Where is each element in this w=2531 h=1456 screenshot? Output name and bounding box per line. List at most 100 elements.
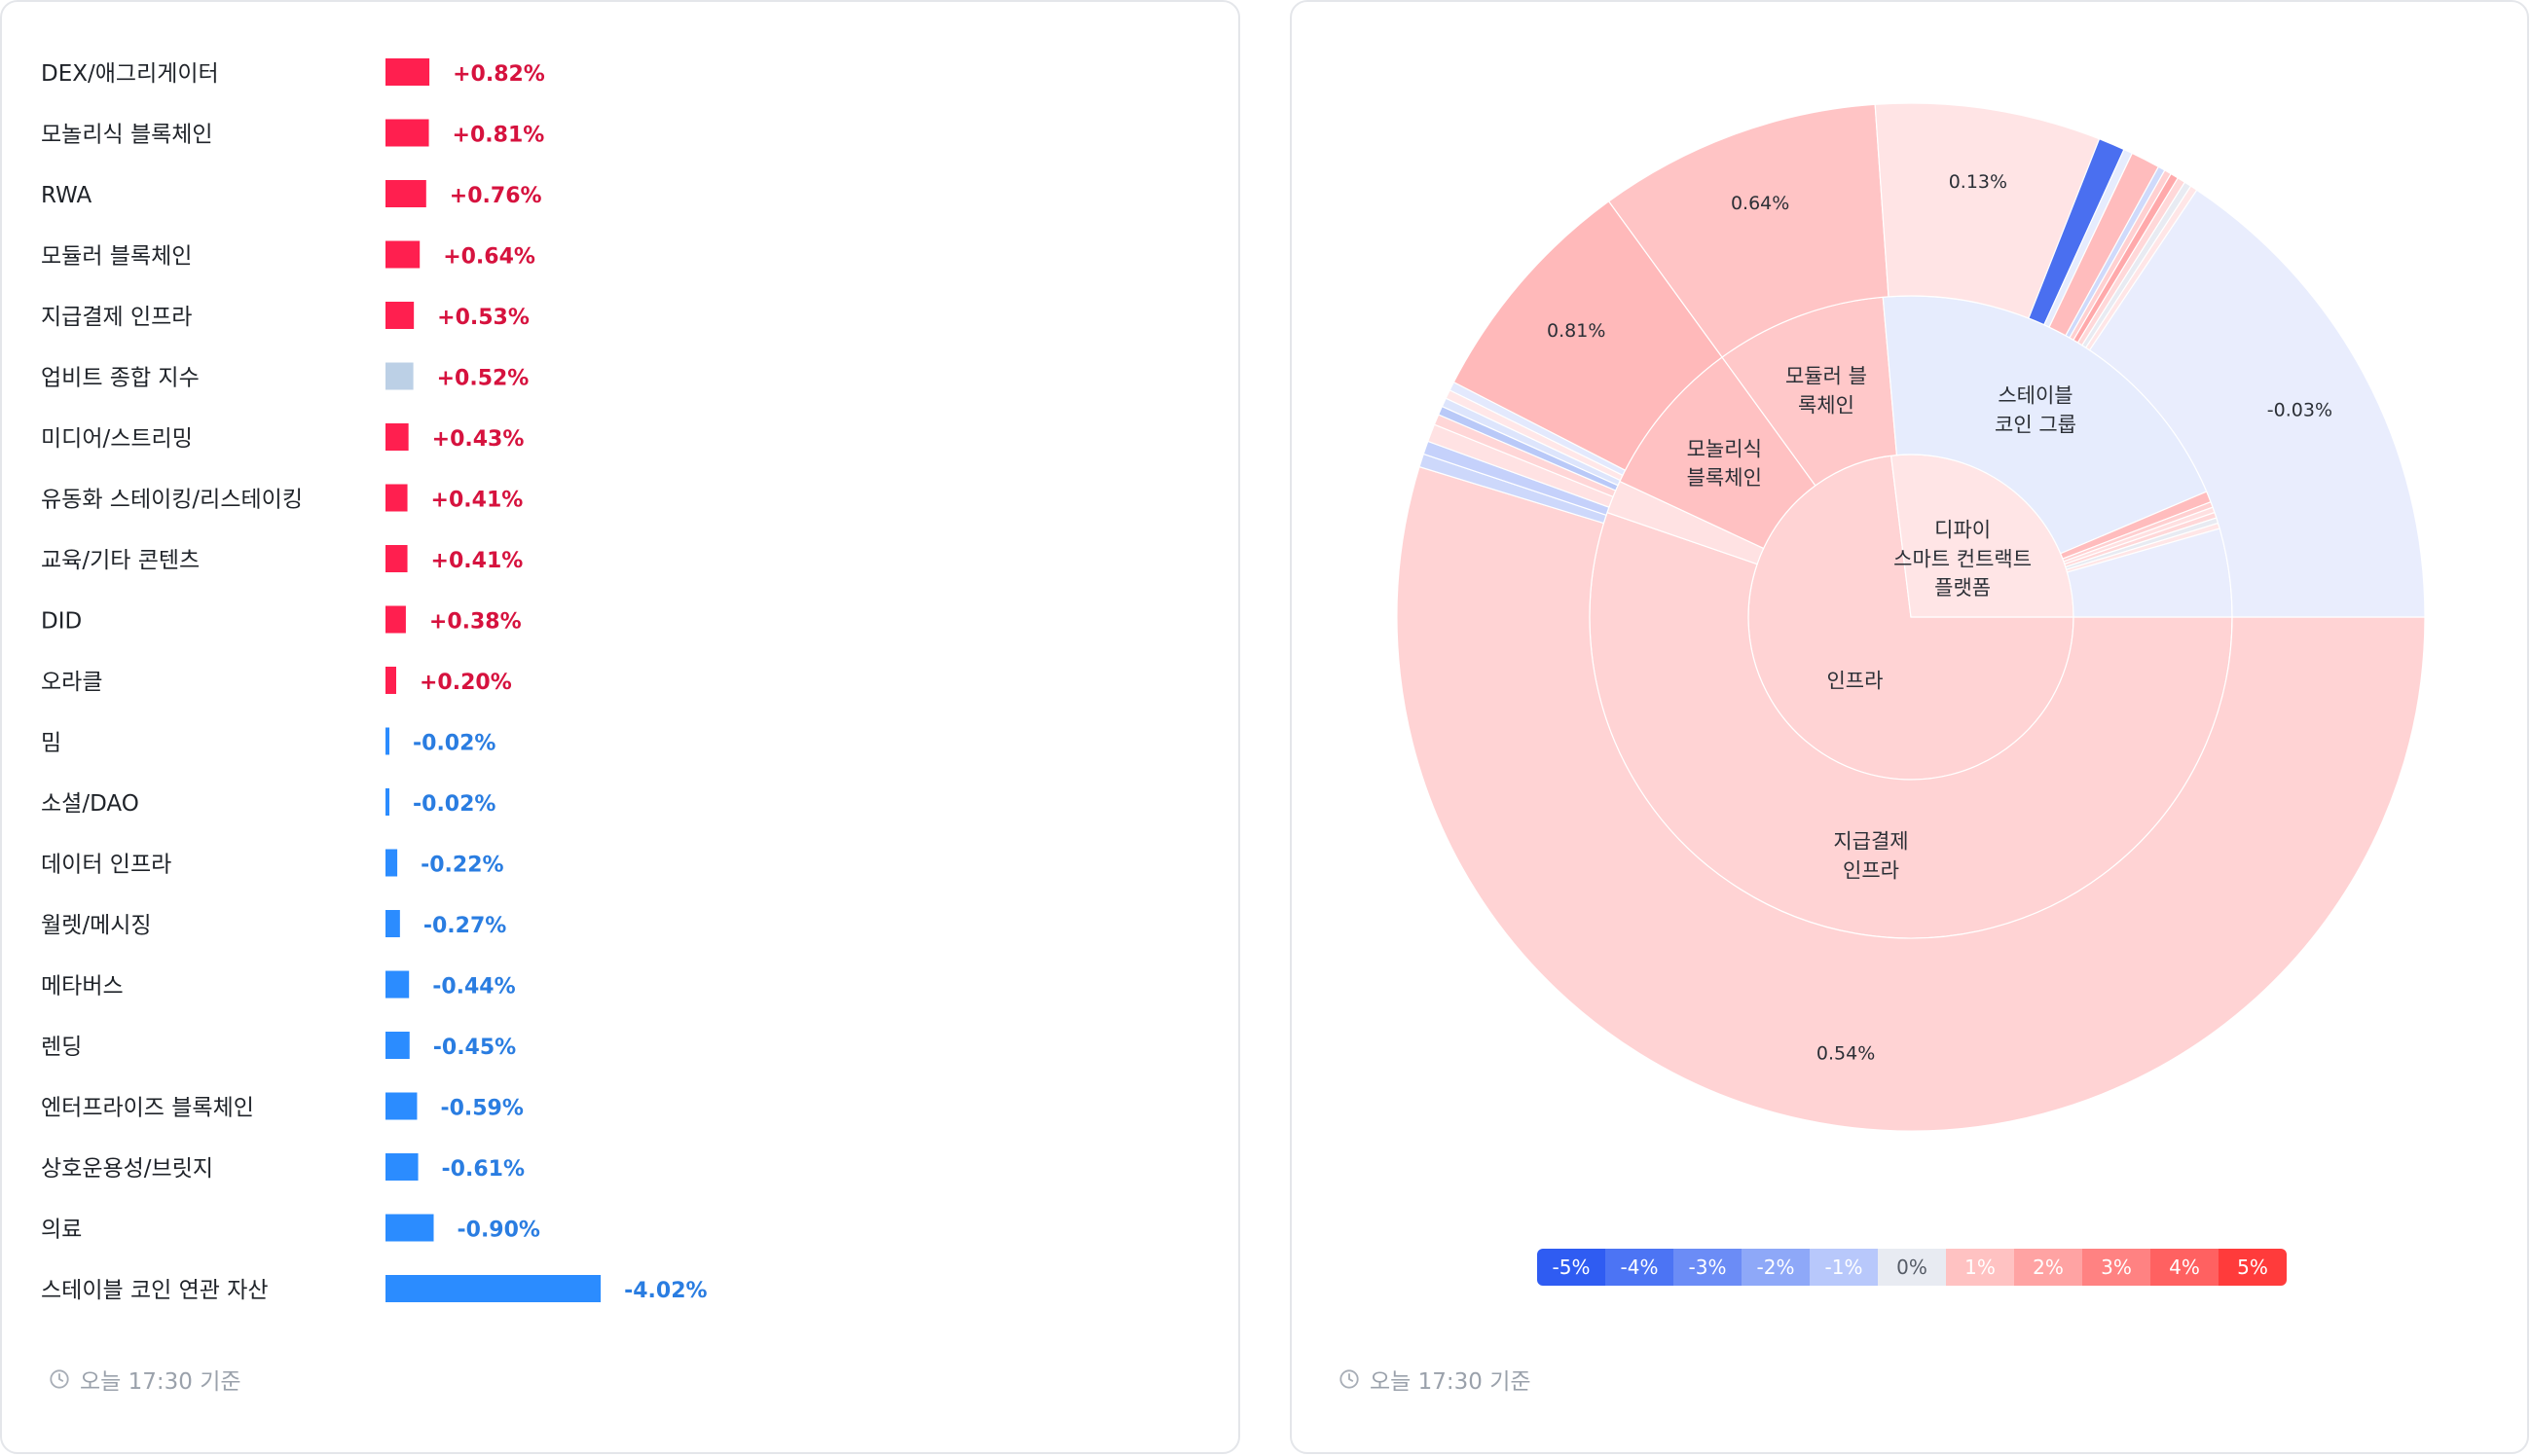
- legend-cell: 1%: [1946, 1249, 2014, 1286]
- sunburst-label: 0.13%: [1949, 171, 2007, 193]
- bar: [385, 1275, 602, 1302]
- sunburst-label: 0.54%: [1816, 1042, 1875, 1064]
- bar-category-label: 업비트 종합 지수: [41, 366, 200, 391]
- bar: [385, 180, 426, 207]
- legend-cell: 4%: [2150, 1249, 2219, 1286]
- legend-cell: -3%: [1673, 1249, 1742, 1286]
- bar-value-label: +0.81%: [453, 124, 545, 148]
- legend-cell: -1%: [1810, 1249, 1878, 1286]
- bar-value-label: +0.82%: [453, 62, 545, 87]
- bar-value-label: -0.45%: [433, 1036, 516, 1060]
- bar-row: 모듈러 블록체인 +0.64%: [41, 240, 535, 270]
- bar-category-label: 지급결제 인프라: [41, 305, 192, 330]
- bar-row: 교육/기타 콘텐츠 +0.41%: [41, 545, 523, 573]
- bar-category-label: 의료: [41, 1218, 82, 1243]
- bar-row: 업비트 종합 지수 +0.52%: [41, 362, 530, 391]
- bar-category-label: 엔터프라이즈 블록체인: [41, 1096, 254, 1121]
- sunburst-label: -0.03%: [2267, 399, 2332, 420]
- bar-value-label: +0.38%: [429, 610, 522, 635]
- sunburst-ring-2: [1589, 295, 2233, 939]
- bar-category-label: 모놀리식 블록체인: [41, 123, 213, 148]
- bar-category-label: 상호운용성/브릿지: [41, 1156, 213, 1182]
- bar: [385, 788, 389, 816]
- bar-value-label: -0.27%: [423, 914, 506, 938]
- legend-cell: 3%: [2082, 1249, 2150, 1286]
- sunburst-label: 모듈러 블 록체인: [1785, 365, 1867, 418]
- bar-category-label: 밈: [41, 731, 61, 756]
- bar-row: 상호운용성/브릿지 -0.61%: [41, 1153, 525, 1182]
- bar-row: 월렛/메시징 -0.27%: [41, 910, 506, 938]
- bar: [385, 910, 400, 937]
- bar-category-label: 스테이블 코인 연관 자산: [41, 1278, 269, 1303]
- sunburst-segment[interactable]: [1396, 465, 2426, 1132]
- bar: [385, 667, 396, 694]
- bar-value-label: -0.59%: [440, 1097, 523, 1121]
- timestamp-text: 오늘 17:30 기준: [80, 1369, 241, 1395]
- bar-value-label: -0.44%: [432, 975, 515, 1000]
- bar-row: 메타버스 -0.44%: [41, 970, 516, 1000]
- bar-value-label: +0.41%: [431, 549, 524, 573]
- bar-value-label: -4.02%: [624, 1279, 707, 1303]
- bar-row: 모놀리식 블록체인 +0.81%: [41, 119, 545, 148]
- bar-value-label: +0.64%: [443, 245, 535, 270]
- bar-value-label: -0.02%: [413, 792, 495, 817]
- bar-category-label: 데이터 인프라: [41, 853, 171, 878]
- bar-row: 지급결제 인프라 +0.53%: [41, 302, 530, 330]
- bar: [385, 58, 430, 86]
- color-scale-legend: -5% -4% -3% -2% -1% 0% 1% 2% 3% 4% 5%: [1537, 1249, 2287, 1286]
- bar-row: 오라클 +0.20%: [41, 667, 512, 695]
- bar-row: 밈 -0.02%: [41, 727, 495, 756]
- bar-category-label: 월렛/메시징: [41, 913, 152, 938]
- sector-bar-chart: DEX/애그리게이터 +0.82% 모놀리식 블록체인 +0.81% RWA +0.76%…: [41, 58, 708, 1303]
- bar: [385, 970, 410, 999]
- bar-row: 렌딩 -0.45%: [41, 1032, 516, 1060]
- bar-category-label: 오라클: [41, 670, 102, 695]
- bar-value-label: +0.52%: [437, 367, 530, 391]
- sunburst-label: 지급결제 인프라: [1833, 830, 1908, 883]
- bar: [385, 240, 421, 269]
- bar-category-label: 모듈러 블록체인: [41, 244, 192, 270]
- bar-row: RWA +0.76%: [41, 180, 542, 208]
- bar-category-label: 유동화 스테이킹/리스테이킹: [41, 488, 303, 513]
- timestamp-text: 오늘 17:30 기준: [1370, 1369, 1531, 1395]
- legend-cell: 5%: [2219, 1249, 2287, 1286]
- sunburst-label: 0.64%: [1731, 193, 1789, 214]
- legend-cell: -4%: [1605, 1249, 1673, 1286]
- timestamp: 오늘 17:30 기준: [49, 1363, 241, 1396]
- bar: [385, 119, 429, 147]
- sunburst-ring-1: [1747, 454, 2074, 781]
- bar-row: 소셜/DAO -0.02%: [41, 788, 495, 817]
- bar-category-label: 미디어/스트리밍: [41, 426, 193, 452]
- bar-row: DEX/애그리게이터 +0.82%: [41, 58, 545, 87]
- legend-cell: -2%: [1742, 1249, 1810, 1286]
- bar-category-label: DID: [41, 609, 82, 635]
- bar-category-label: 소셜/DAO: [41, 791, 139, 817]
- sunburst-label: 인프라: [1826, 669, 1883, 692]
- bar-row: 미디어/스트리밍 +0.43%: [41, 423, 524, 452]
- bar-row: 스테이블 코인 연관 자산 -4.02%: [41, 1275, 708, 1303]
- sector-bar-panel: DEX/애그리게이터 +0.82% 모놀리식 블록체인 +0.81% RWA +0.76%…: [0, 0, 1240, 1454]
- legend-cell: 0%: [1878, 1249, 1946, 1286]
- bar-row: 의료 -0.90%: [41, 1214, 540, 1243]
- bar-category-label: 렌딩: [41, 1035, 82, 1060]
- bar-value-label: -0.02%: [413, 732, 495, 756]
- bar: [385, 302, 415, 329]
- bar: [385, 545, 408, 572]
- sunburst-segment[interactable]: [2088, 189, 2426, 618]
- bar-row: 유동화 스테이킹/리스테이킹 +0.41%: [41, 484, 523, 513]
- sunburst-label: 모놀리식 블록체인: [1687, 437, 1762, 490]
- sunburst-label: 스테이블 코인 그룹: [1995, 383, 2076, 436]
- bar: [385, 1214, 434, 1242]
- bar-value-label: -0.61%: [442, 1157, 525, 1182]
- bar-value-label: +0.20%: [420, 671, 512, 695]
- bar-value-label: -0.90%: [458, 1219, 540, 1243]
- bar-row: DID +0.38%: [41, 605, 522, 635]
- clock-icon: [1339, 1369, 1359, 1389]
- sunburst-panel: 인프라 디파이 스마트 컨트랙트 플랫폼 지급결제 인프라 모놀리식 블록체인 모듈러 블 록체인…: [1290, 0, 2529, 1454]
- bar-category-label: 교육/기타 콘텐츠: [41, 548, 200, 573]
- bar: [385, 423, 409, 451]
- bar-value-label: +0.43%: [432, 427, 525, 452]
- timestamp: 오늘 17:30 기준: [1339, 1363, 1531, 1396]
